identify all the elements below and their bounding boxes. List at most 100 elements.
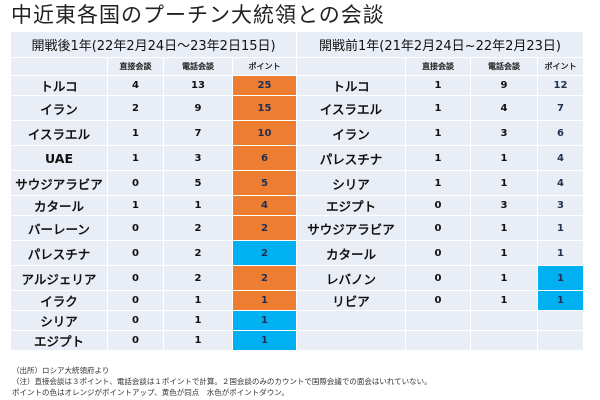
after-direct-cell: 0 xyxy=(107,310,164,331)
after-country-cell: イラン xyxy=(10,95,108,121)
after-country-cell: イラク xyxy=(10,290,108,311)
before-col-country xyxy=(296,57,406,76)
after-phone-cell: 7 xyxy=(163,120,233,146)
after-direct-cell: 1 xyxy=(107,145,164,171)
after-phone-cell: 9 xyxy=(163,95,233,121)
after-points-cell: 4 xyxy=(232,195,297,216)
table-row: サウジアラビア 0 5 5 シリア 1 1 4 xyxy=(10,170,584,196)
after-col-phone: 電話会談 xyxy=(163,57,233,76)
after-country-cell: パレスチナ xyxy=(10,240,108,266)
before-points-cell: 7 xyxy=(537,95,584,121)
after-points-cell: 10 xyxy=(232,120,297,146)
color-legend-note: ポイントの色はオレンジがポイントアップ、黄色が同点 水色がポイントダウン。 xyxy=(12,388,289,397)
after-points-cell: 15 xyxy=(232,95,297,121)
before-points-cell: 4 xyxy=(537,170,584,196)
footnotes: （出所）ロシア大統領府より （注）直接会談は３ポイント、電話会談は１ポイントで計… xyxy=(12,365,432,398)
before-phone-cell: 1 xyxy=(470,215,538,241)
before-direct-cell xyxy=(405,330,471,351)
before-points-cell: 3 xyxy=(537,195,584,216)
before-country-cell: イラン xyxy=(296,120,406,146)
before-direct-cell: 1 xyxy=(405,145,471,171)
after-direct-cell: 0 xyxy=(107,215,164,241)
before-country-cell: エジプト xyxy=(296,195,406,216)
after-points-cell: 2 xyxy=(232,215,297,241)
before-country-cell: トルコ xyxy=(296,75,406,96)
before-direct-cell: 0 xyxy=(405,265,471,291)
before-country-cell: カタール xyxy=(296,240,406,266)
before-col-direct: 直接会談 xyxy=(405,57,471,76)
before-country-cell xyxy=(296,310,406,331)
after-country-cell: アルジェリア xyxy=(10,265,108,291)
after-direct-cell: 0 xyxy=(107,330,164,351)
after-direct-cell: 4 xyxy=(107,75,164,96)
before-phone-cell: 1 xyxy=(470,290,538,311)
after-direct-cell: 0 xyxy=(107,170,164,196)
before-country-cell: レバノン xyxy=(296,265,406,291)
table-row: イラン 2 9 15 イスラエル 1 4 7 xyxy=(10,95,584,121)
after-phone-cell: 1 xyxy=(163,310,233,331)
comparison-table: 開戦後1年(22年2月24日～23年2日15日) 開戦前1年(21年2月24日~… xyxy=(10,31,584,351)
before-phone-cell: 1 xyxy=(470,170,538,196)
before-direct-cell: 1 xyxy=(405,95,471,121)
before-points-cell: 1 xyxy=(537,290,584,311)
before-points-cell: 1 xyxy=(537,240,584,266)
before-phone-cell: 9 xyxy=(470,75,538,96)
table-row: トルコ 4 13 25 トルコ 1 9 12 xyxy=(10,75,584,96)
after-points-cell: 1 xyxy=(232,330,297,351)
after-col-points: ポイント xyxy=(232,57,297,76)
before-phone-cell: 1 xyxy=(470,145,538,171)
table-row: シリア 0 1 1 xyxy=(10,310,584,331)
after-direct-cell: 0 xyxy=(107,265,164,291)
before-points-cell: 6 xyxy=(537,120,584,146)
table-row: アルジェリア 0 2 2 レバノン 0 1 1 xyxy=(10,265,584,291)
after-country-cell: サウジアラビア xyxy=(10,170,108,196)
table-row: パレスチナ 0 2 2 カタール 0 1 1 xyxy=(10,240,584,266)
after-phone-cell: 2 xyxy=(163,240,233,266)
before-direct-cell: 1 xyxy=(405,75,471,96)
after-phone-cell: 13 xyxy=(163,75,233,96)
after-direct-cell: 2 xyxy=(107,95,164,121)
after-period-header: 開戦後1年(22年2月24日～23年2日15日) xyxy=(10,31,297,58)
before-direct-cell: 0 xyxy=(405,290,471,311)
after-col-direct: 直接会談 xyxy=(107,57,164,76)
before-direct-cell: 0 xyxy=(405,240,471,266)
before-country-cell: シリア xyxy=(296,170,406,196)
before-country-cell: サウジアラビア xyxy=(296,215,406,241)
after-col-country xyxy=(10,57,108,76)
before-direct-cell: 1 xyxy=(405,120,471,146)
before-points-cell xyxy=(537,310,584,331)
before-country-cell: リビア xyxy=(296,290,406,311)
before-phone-cell: 1 xyxy=(470,240,538,266)
before-direct-cell: 0 xyxy=(405,195,471,216)
after-phone-cell: 2 xyxy=(163,215,233,241)
after-points-cell: 6 xyxy=(232,145,297,171)
before-direct-cell: 1 xyxy=(405,170,471,196)
before-country-cell: イスラエル xyxy=(296,95,406,121)
before-phone-cell xyxy=(470,330,538,351)
before-period-header: 開戦前1年(21年2月24日~22年2月23日) xyxy=(296,31,584,58)
after-phone-cell: 1 xyxy=(163,290,233,311)
after-direct-cell: 0 xyxy=(107,240,164,266)
calculation-note: （注）直接会談は３ポイント、電話会談は１ポイントで計算。２国会談のみのカウントで… xyxy=(12,377,432,386)
after-phone-cell: 1 xyxy=(163,195,233,216)
before-country-cell xyxy=(296,330,406,351)
table-row: イラク 0 1 1 リビア 0 1 1 xyxy=(10,290,584,311)
table-row: カタール 1 1 4 エジプト 0 3 3 xyxy=(10,195,584,216)
before-direct-cell: 0 xyxy=(405,215,471,241)
before-points-cell xyxy=(537,330,584,351)
after-country-cell: エジプト xyxy=(10,330,108,351)
after-country-cell: カタール xyxy=(10,195,108,216)
before-phone-cell: 3 xyxy=(470,195,538,216)
after-country-cell: シリア xyxy=(10,310,108,331)
after-country-cell: イスラエル xyxy=(10,120,108,146)
after-country-cell: トルコ xyxy=(10,75,108,96)
before-phone-cell: 4 xyxy=(470,95,538,121)
before-points-cell: 1 xyxy=(537,215,584,241)
before-phone-cell: 3 xyxy=(470,120,538,146)
before-col-points: ポイント xyxy=(537,57,584,76)
source-note: （出所）ロシア大統領府より xyxy=(12,366,110,375)
before-country-cell: パレスチナ xyxy=(296,145,406,171)
before-points-cell: 1 xyxy=(537,265,584,291)
before-direct-cell xyxy=(405,310,471,331)
after-direct-cell: 0 xyxy=(107,290,164,311)
